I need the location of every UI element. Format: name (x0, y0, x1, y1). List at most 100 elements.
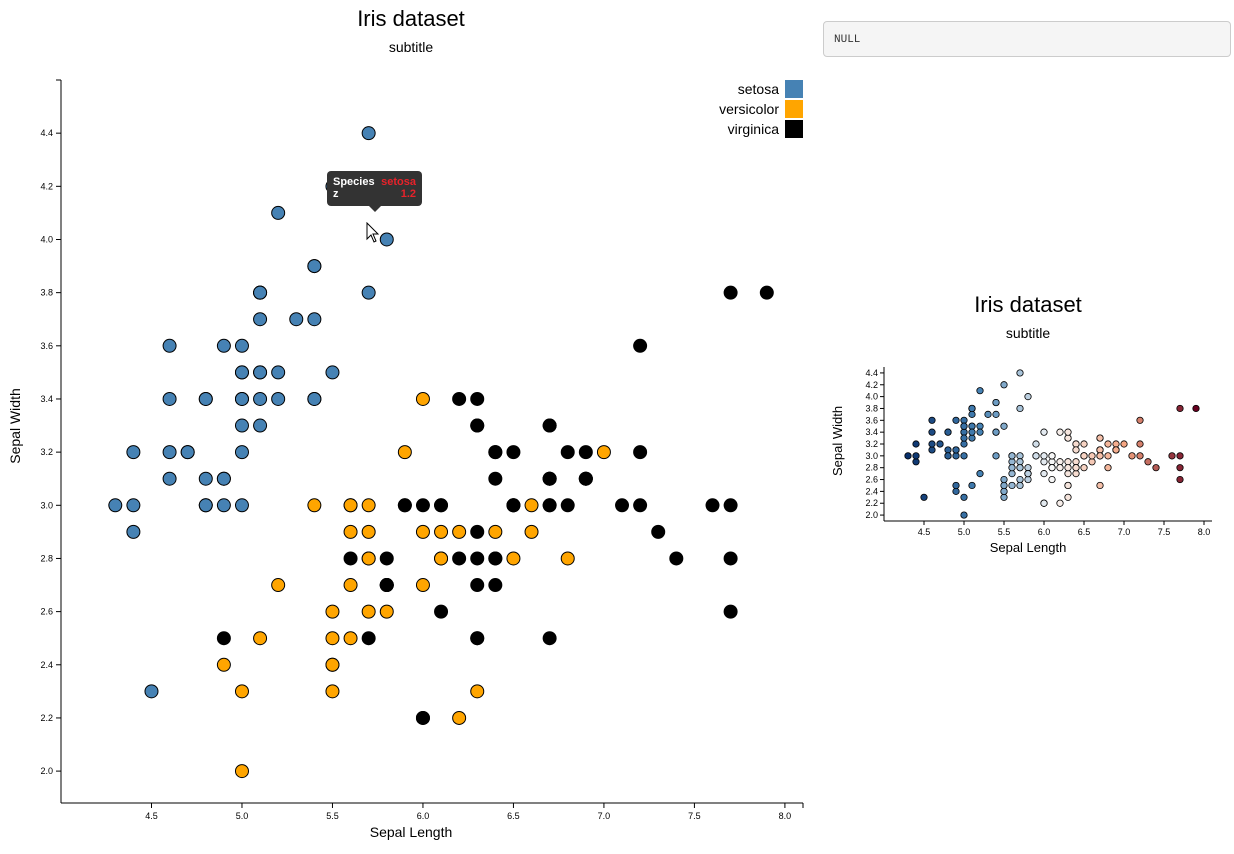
mini-data-point[interactable] (952, 487, 960, 495)
data-point-setosa[interactable] (198, 471, 213, 486)
mini-data-point[interactable] (1008, 470, 1016, 478)
mini-data-point[interactable] (1024, 470, 1032, 478)
data-point-setosa[interactable] (361, 285, 376, 300)
mini-data-point[interactable] (936, 440, 944, 448)
data-point-versicolor[interactable] (596, 445, 611, 460)
mini-data-point[interactable] (952, 481, 960, 490)
mini-data-point[interactable] (944, 452, 952, 460)
mini-data-point[interactable] (1096, 434, 1104, 442)
data-point-setosa[interactable] (198, 498, 213, 513)
mini-data-point[interactable] (1048, 464, 1056, 472)
data-point-setosa[interactable] (234, 498, 249, 513)
data-point-virginica[interactable] (415, 498, 430, 513)
mini-data-point[interactable] (1112, 440, 1120, 448)
data-point-versicolor[interactable] (560, 551, 575, 566)
data-point-setosa[interactable] (325, 365, 340, 380)
data-point-setosa[interactable] (234, 391, 249, 406)
mini-data-point[interactable] (1072, 464, 1080, 472)
data-point-virginica[interactable] (560, 445, 575, 460)
data-point-setosa[interactable] (253, 312, 268, 327)
data-point-setosa[interactable] (234, 338, 249, 353)
data-point-virginica[interactable] (723, 498, 738, 513)
data-point-versicolor[interactable] (343, 631, 358, 646)
data-point-versicolor[interactable] (325, 604, 340, 619)
data-point-virginica[interactable] (542, 471, 557, 486)
data-point-setosa[interactable] (180, 445, 195, 460)
data-point-versicolor[interactable] (343, 524, 358, 539)
data-point-virginica[interactable] (705, 498, 720, 513)
data-point-setosa[interactable] (216, 471, 231, 486)
mini-data-point[interactable] (1128, 452, 1136, 460)
mini-data-point[interactable] (912, 458, 920, 466)
data-point-setosa[interactable] (379, 232, 394, 247)
data-point-setosa[interactable] (307, 259, 322, 274)
data-point-versicolor[interactable] (361, 524, 376, 539)
data-point-virginica[interactable] (542, 498, 557, 513)
data-point-setosa[interactable] (361, 126, 376, 141)
data-point-setosa[interactable] (162, 391, 177, 406)
mini-data-point[interactable] (976, 422, 984, 430)
mini-data-point[interactable] (1000, 381, 1008, 389)
mini-data-point[interactable] (1016, 404, 1024, 413)
data-point-versicolor[interactable] (361, 498, 376, 513)
data-point-virginica[interactable] (379, 578, 394, 593)
data-point-virginica[interactable] (542, 418, 557, 433)
mini-data-point[interactable] (1016, 452, 1024, 460)
mini-data-point[interactable] (1008, 458, 1016, 466)
mini-data-point[interactable] (1072, 458, 1080, 466)
data-point-versicolor[interactable] (271, 578, 286, 593)
data-point-versicolor[interactable] (415, 524, 430, 539)
data-point-virginica[interactable] (434, 498, 449, 513)
data-point-virginica[interactable] (488, 471, 503, 486)
data-point-versicolor[interactable] (415, 578, 430, 593)
mini-data-point[interactable] (968, 422, 976, 430)
mini-data-point[interactable] (1112, 446, 1120, 454)
mini-data-point[interactable] (976, 470, 984, 478)
data-point-virginica[interactable] (633, 338, 648, 353)
data-point-versicolor[interactable] (325, 684, 340, 699)
mini-data-point[interactable] (944, 428, 952, 436)
mini-data-point[interactable] (1104, 464, 1112, 472)
data-point-virginica[interactable] (415, 710, 430, 725)
data-point-virginica[interactable] (669, 551, 684, 566)
data-point-setosa[interactable] (234, 418, 249, 433)
mini-data-point[interactable] (1056, 464, 1064, 472)
mini-data-point[interactable] (1088, 458, 1096, 466)
data-point-setosa[interactable] (216, 338, 231, 353)
data-point-setosa[interactable] (144, 684, 159, 699)
mini-data-point[interactable] (960, 511, 968, 519)
mini-data-point[interactable] (976, 387, 984, 395)
mini-data-point[interactable] (960, 434, 968, 442)
mini-data-point[interactable] (1064, 434, 1072, 442)
mini-data-point[interactable] (1104, 440, 1112, 448)
data-point-virginica[interactable] (470, 551, 485, 566)
mini-data-point[interactable] (1008, 452, 1016, 460)
data-point-setosa[interactable] (216, 498, 231, 513)
data-point-virginica[interactable] (633, 445, 648, 460)
mini-data-point[interactable] (992, 398, 1000, 407)
mini-data-point[interactable] (992, 410, 1000, 418)
data-point-versicolor[interactable] (470, 684, 485, 699)
data-point-virginica[interactable] (633, 498, 648, 513)
data-point-versicolor[interactable] (488, 524, 503, 539)
data-point-versicolor[interactable] (361, 604, 376, 619)
mini-data-point[interactable] (1176, 475, 1184, 484)
mini-data-point[interactable] (944, 446, 952, 454)
mini-data-point[interactable] (920, 493, 928, 501)
data-point-setosa[interactable] (253, 391, 268, 406)
data-point-setosa[interactable] (253, 365, 268, 380)
data-point-virginica[interactable] (470, 578, 485, 593)
data-point-setosa[interactable] (234, 445, 249, 460)
data-point-virginica[interactable] (452, 551, 467, 566)
data-point-virginica[interactable] (488, 551, 503, 566)
mini-data-point[interactable] (1136, 416, 1144, 424)
mini-data-point[interactable] (960, 428, 968, 436)
mini-data-point[interactable] (960, 422, 968, 430)
mini-data-point[interactable] (976, 428, 984, 436)
mini-data-point[interactable] (1032, 452, 1040, 460)
mini-data-point[interactable] (1016, 369, 1024, 377)
mini-data-point[interactable] (1080, 464, 1088, 472)
mini-data-point[interactable] (1016, 475, 1024, 484)
mini-data-point[interactable] (1064, 458, 1072, 466)
mini-data-point[interactable] (992, 428, 1000, 436)
